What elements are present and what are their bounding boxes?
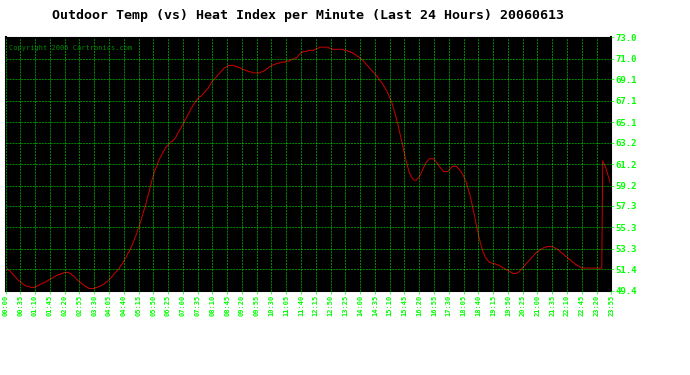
Text: Copyright 2006 Cartronics.com: Copyright 2006 Cartronics.com: [8, 45, 132, 51]
Text: Outdoor Temp (vs) Heat Index per Minute (Last 24 Hours) 20060613: Outdoor Temp (vs) Heat Index per Minute …: [52, 9, 564, 22]
